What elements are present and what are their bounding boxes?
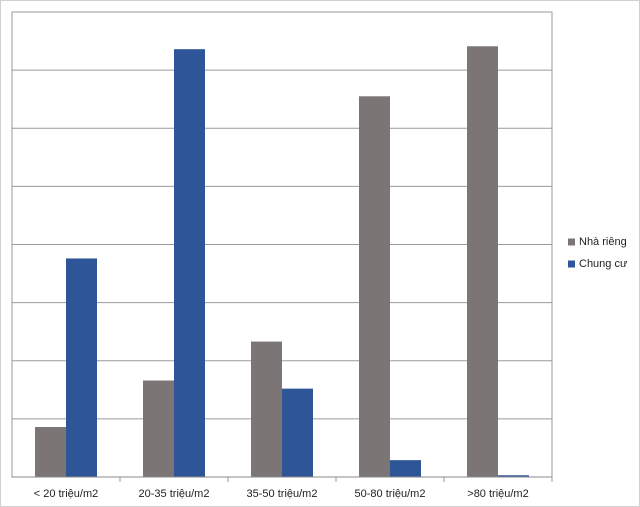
x-tick-label: 35-50 triệu/m2 bbox=[247, 488, 318, 500]
bar bbox=[467, 46, 498, 477]
legend-label: Nhà riêng bbox=[579, 236, 627, 248]
bar bbox=[390, 460, 421, 477]
legend-label: Chung cư bbox=[579, 258, 628, 270]
bar bbox=[66, 258, 97, 477]
bar bbox=[282, 388, 313, 477]
bar bbox=[498, 475, 529, 477]
x-tick-label: < 20 triệu/m2 bbox=[34, 488, 99, 500]
bar bbox=[35, 427, 66, 477]
bar bbox=[174, 49, 205, 477]
bar bbox=[251, 341, 282, 477]
bar bbox=[359, 96, 390, 477]
bar bbox=[143, 380, 174, 477]
x-tick-label: 20-35 triệu/m2 bbox=[139, 488, 210, 500]
x-tick-label: 50-80 triệu/m2 bbox=[355, 488, 426, 500]
x-tick-label: >80 triệu/m2 bbox=[467, 488, 528, 500]
legend-swatch bbox=[568, 238, 575, 246]
legend-swatch bbox=[568, 260, 575, 268]
